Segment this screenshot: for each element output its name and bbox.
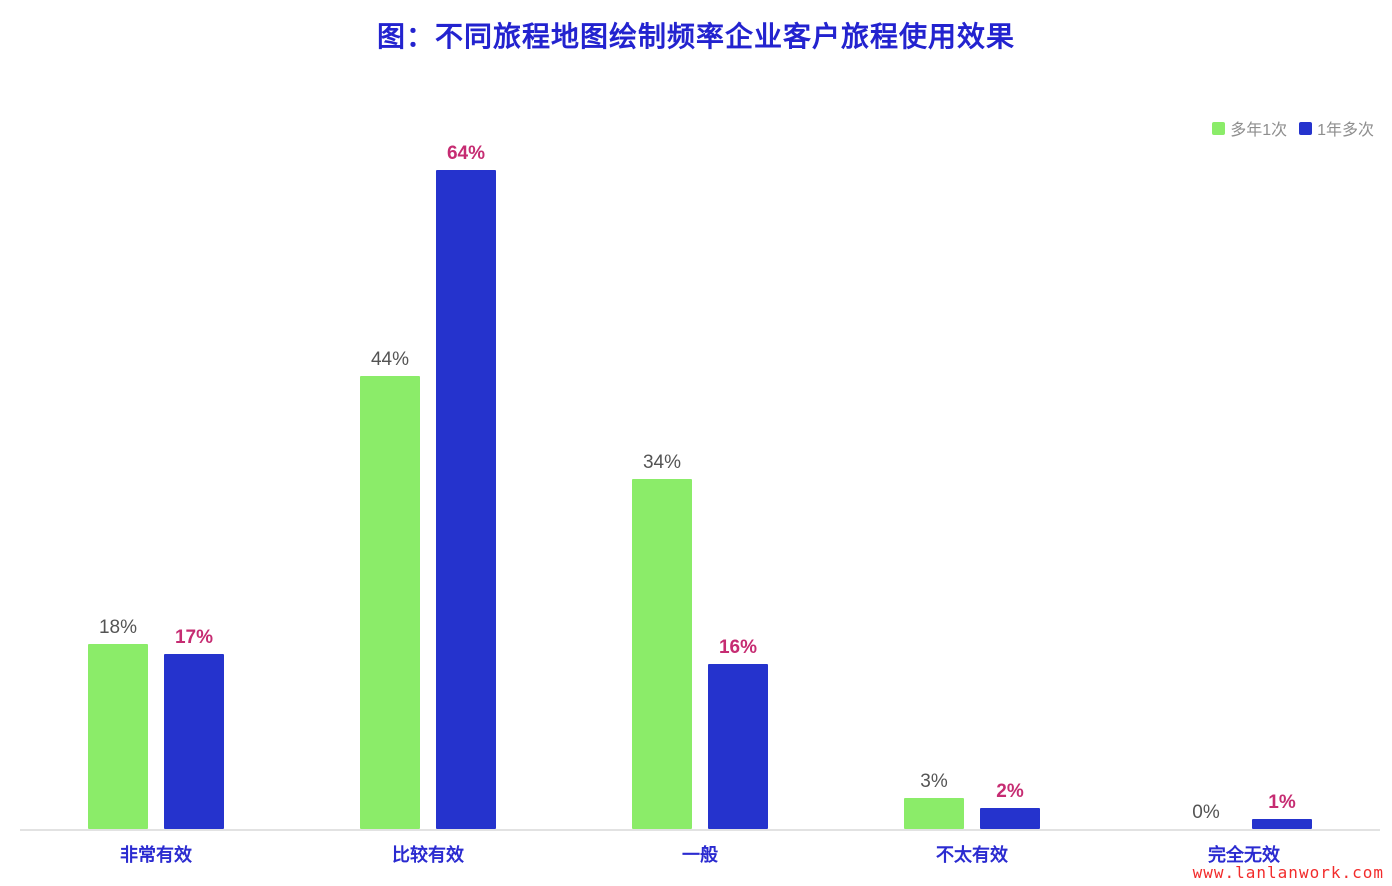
bar-with-label: 0% bbox=[1176, 803, 1236, 829]
bar-group: 18% 17% bbox=[20, 618, 292, 829]
x-axis-label: 比较有效 bbox=[392, 845, 464, 865]
chart-legend: 多年1次 1年多次 bbox=[1212, 116, 1374, 140]
legend-item: 1年多次 bbox=[1299, 116, 1374, 140]
bar-with-label: 3% bbox=[904, 772, 964, 829]
bar-value-label: 17% bbox=[174, 627, 214, 648]
bar-with-label: 16% bbox=[708, 638, 768, 829]
x-axis-label: 一般 bbox=[682, 845, 718, 865]
bar-value-label: 44% bbox=[370, 349, 410, 370]
bar bbox=[88, 644, 148, 829]
bar-with-label: 18% bbox=[88, 618, 148, 829]
bar-value-label: 2% bbox=[996, 781, 1024, 802]
bar bbox=[436, 170, 496, 829]
bar-value-label: 16% bbox=[718, 637, 758, 658]
bar-value-label: 64% bbox=[446, 143, 486, 164]
bar bbox=[980, 808, 1040, 829]
bar-group: 44% 64% bbox=[292, 144, 564, 829]
bar-with-label: 2% bbox=[980, 782, 1040, 829]
legend-label: 多年1次 bbox=[1230, 122, 1288, 139]
bar bbox=[1252, 819, 1312, 829]
bar-value-label: 1% bbox=[1268, 792, 1296, 813]
bar-value-label: 18% bbox=[98, 617, 138, 638]
x-axis-line bbox=[20, 829, 1380, 831]
legend-item: 多年1次 bbox=[1212, 116, 1287, 140]
plot-area: 18% 17% 44% 64% 34% 16% 3% 2% 0% 1% bbox=[20, 129, 1380, 829]
bar-value-label: 34% bbox=[642, 452, 682, 473]
bar bbox=[904, 798, 964, 829]
bar bbox=[632, 479, 692, 829]
bar-group: 0% 1% bbox=[1108, 793, 1380, 829]
x-axis-label: 非常有效 bbox=[120, 845, 192, 865]
bar-with-label: 44% bbox=[360, 350, 420, 829]
x-axis-label: 不太有效 bbox=[936, 845, 1008, 865]
legend-swatch bbox=[1299, 121, 1313, 135]
bar-value-label: 3% bbox=[920, 771, 948, 792]
watermark: www.lanlanwork.com bbox=[1192, 863, 1384, 882]
bar-with-label: 1% bbox=[1252, 793, 1312, 829]
bar-group: 34% 16% bbox=[564, 453, 836, 829]
bar-group: 3% 2% bbox=[836, 772, 1108, 829]
bar bbox=[360, 376, 420, 829]
legend-swatch bbox=[1212, 121, 1226, 135]
bar-with-label: 34% bbox=[632, 453, 692, 829]
x-axis-labels: 非常有效 比较有效 一般 不太有效 完全无效 bbox=[20, 841, 1380, 867]
chart-title: 图：不同旅程地图绘制频率企业客户旅程使用效果 bbox=[376, 21, 1015, 52]
bar-with-label: 17% bbox=[164, 628, 224, 829]
legend-label: 1年多次 bbox=[1317, 122, 1374, 139]
bar-value-label: 0% bbox=[1192, 802, 1220, 823]
x-axis-label: 完全无效 bbox=[1208, 845, 1280, 865]
bar bbox=[164, 654, 224, 829]
bar-with-label: 64% bbox=[436, 144, 496, 829]
bar bbox=[708, 664, 768, 829]
